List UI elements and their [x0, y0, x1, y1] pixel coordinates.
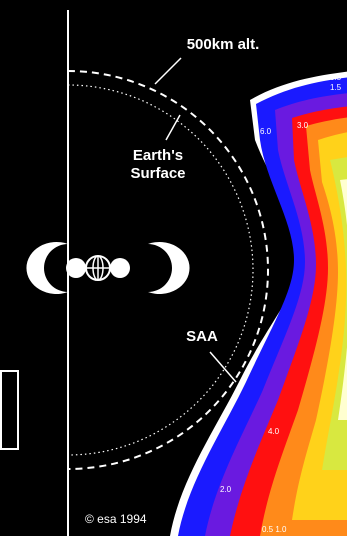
contour-label: 1.5 — [330, 83, 342, 92]
altitude-arc — [67, 70, 269, 470]
surface-label: Surface — [130, 165, 185, 182]
pointer — [165, 114, 181, 141]
contour-label: 0.5 — [330, 73, 342, 82]
pointer — [209, 351, 237, 383]
surface-label: Earth's — [133, 147, 183, 164]
altitude-label: 500km alt. — [187, 36, 260, 53]
credit: © esa 1994 — [85, 512, 147, 526]
saa-label: SAA — [186, 328, 218, 345]
radiation-belt — [170, 71, 347, 536]
contour-label: 4.0 — [268, 427, 280, 436]
contour-label: 2.0 — [220, 485, 232, 494]
surface-arc — [67, 84, 254, 456]
pointer — [154, 57, 182, 85]
contour-label: 0.5 1.0 — [262, 525, 287, 534]
frame-box — [0, 370, 19, 450]
contour-label: 6.0 — [260, 127, 272, 136]
contour-label: 3.0 — [297, 121, 309, 130]
esa-logo — [26, 242, 190, 294]
